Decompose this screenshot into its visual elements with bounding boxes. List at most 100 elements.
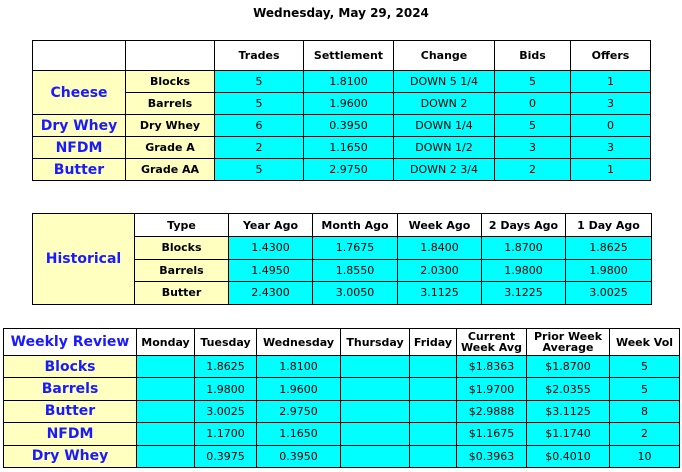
- data-cell: 1.8100: [256, 354, 341, 379]
- weekly-table: Weekly Review Monday Tuesday Wednesday Thurs…: [3, 328, 680, 468]
- data-cell: 1.9600: [256, 377, 341, 401]
- data-cell: 0.3950: [303, 114, 394, 137]
- data-cell: DOWN 5 1/4: [393, 70, 495, 93]
- data-cell: 1.8100: [303, 70, 394, 93]
- group-label: NFDM: [32, 136, 126, 159]
- data-cell: 0.3975: [194, 444, 257, 468]
- product-label: Barrels: [125, 92, 215, 115]
- type-label: Barrels: [134, 258, 229, 282]
- table-row: Barrels 1.9800 1.9600 $1.9700 $2.0355 5: [3, 377, 680, 401]
- data-cell: 5: [214, 70, 304, 93]
- table-row: Dry Whey 0.3975 0.3950 $0.3963 $0.4010 10: [3, 444, 680, 468]
- data-cell: [409, 422, 457, 446]
- data-cell: $3.1125: [526, 399, 610, 424]
- header-cell: Year Ago: [228, 213, 313, 237]
- product-label: Dry Whey: [125, 114, 215, 137]
- data-cell: 1.9800: [481, 258, 566, 282]
- product-label: Blocks: [125, 70, 215, 93]
- table-row: Weekly Review Monday Tuesday Wednesday Thurs…: [3, 328, 680, 356]
- header-cell: Month Ago: [312, 213, 398, 237]
- data-cell: 5: [494, 70, 571, 93]
- header-cell: Type: [134, 213, 229, 237]
- data-cell: 3: [494, 136, 571, 159]
- row-label: NFDM: [3, 422, 137, 446]
- table-row: Blocks 1.8625 1.8100 $1.8363 $1.8700 5: [3, 354, 680, 379]
- data-cell: [136, 354, 195, 379]
- data-cell: 1.1650: [303, 136, 394, 159]
- data-cell: DOWN 1/4: [393, 114, 495, 137]
- data-cell: [136, 377, 195, 401]
- header-cell: Tuesday: [194, 328, 257, 356]
- data-cell: 2.9750: [256, 399, 341, 424]
- data-cell: [409, 354, 457, 379]
- data-cell: 0: [494, 92, 571, 115]
- data-cell: DOWN 2: [393, 92, 495, 115]
- data-cell: 1.8625: [194, 354, 257, 379]
- header-cell: Week Ago: [397, 213, 482, 237]
- data-cell: 5: [609, 354, 680, 379]
- data-cell: 2.0300: [397, 258, 482, 282]
- header-cell: 2 Days Ago: [481, 213, 566, 237]
- group-label: Dry Whey: [32, 114, 126, 137]
- product-label: Grade AA: [125, 158, 215, 181]
- header-cell: Monday: [136, 328, 195, 356]
- data-cell: [409, 377, 457, 401]
- table-row: Cheese Blocks 5 1.8100 DOWN 5 1/4 5 1: [32, 70, 651, 115]
- data-cell: 3: [570, 136, 651, 159]
- data-cell: DOWN 2 3/4: [393, 158, 495, 181]
- header-cell: Thursday: [340, 328, 410, 356]
- row-label: Butter: [3, 399, 137, 424]
- table-row: Butter 2.4300 3.0050 3.1125 3.1225 3.0025: [33, 281, 652, 305]
- data-cell: 1.7675: [312, 236, 398, 260]
- data-cell: 1: [570, 70, 651, 93]
- data-cell: 5: [214, 92, 304, 115]
- row-label: Blocks: [3, 354, 137, 379]
- data-cell: 1.1650: [256, 422, 341, 446]
- data-cell: [340, 354, 410, 379]
- data-cell: [340, 444, 410, 468]
- data-cell: [340, 422, 410, 446]
- data-cell: 5: [214, 158, 304, 181]
- table-row: NFDM 1.1700 1.1650 $1.1675 $1.1740 2: [3, 422, 680, 446]
- row-label: Barrels: [3, 377, 137, 401]
- table-row: Trades Settlement Change Bids Offers: [32, 40, 651, 71]
- data-cell: 3.1125: [397, 281, 482, 305]
- data-cell: [136, 399, 195, 424]
- header-cell: Bids: [494, 40, 571, 71]
- header-cell: Prior Week Average: [526, 328, 610, 356]
- data-cell: 10: [609, 444, 680, 468]
- data-cell: 1.8625: [565, 236, 652, 260]
- data-cell: $0.4010: [526, 444, 610, 468]
- header-cell: Trades: [214, 40, 304, 71]
- data-cell: 1.9800: [565, 258, 652, 282]
- historical-table: Historical Type Year Ago Month Ago Week Ago 2…: [32, 213, 652, 305]
- table-row: Historical Type Year Ago Month Ago Week Ago 2…: [32, 213, 652, 305]
- table-row: Butter Grade AA 5 2.9750 DOWN 2 3/4 2 1: [32, 158, 651, 181]
- data-cell: 8: [609, 399, 680, 424]
- data-cell: 2: [494, 158, 571, 181]
- data-cell: 1.8400: [397, 236, 482, 260]
- data-cell: 1.4300: [228, 236, 313, 260]
- table-row: Blocks 1.4300 1.7675 1.8400 1.8700 1.8625: [33, 236, 652, 260]
- data-cell: [340, 399, 410, 424]
- market-table: Trades Settlement Change Bids Offers Cheese Bl…: [32, 40, 651, 181]
- data-cell: 1.4950: [228, 258, 313, 282]
- group-label: Butter: [32, 158, 126, 181]
- data-cell: 2: [609, 422, 680, 446]
- data-cell: 3.0025: [565, 281, 652, 305]
- data-cell: 0.3950: [256, 444, 341, 468]
- data-cell: 6: [214, 114, 304, 137]
- data-cell: [409, 444, 457, 468]
- header-cell: Wednesday: [256, 328, 341, 356]
- data-cell: [136, 444, 195, 468]
- data-cell: [136, 422, 195, 446]
- data-cell: 5: [609, 377, 680, 401]
- data-cell: 2.4300: [228, 281, 313, 305]
- data-cell: 3.0025: [194, 399, 257, 424]
- data-cell: $1.9700: [456, 377, 527, 401]
- header-cell: Week Vol: [609, 328, 680, 356]
- data-cell: 0: [570, 114, 651, 137]
- table-row: NFDM Grade A 2 1.1650 DOWN 1/2 3 3: [32, 136, 651, 159]
